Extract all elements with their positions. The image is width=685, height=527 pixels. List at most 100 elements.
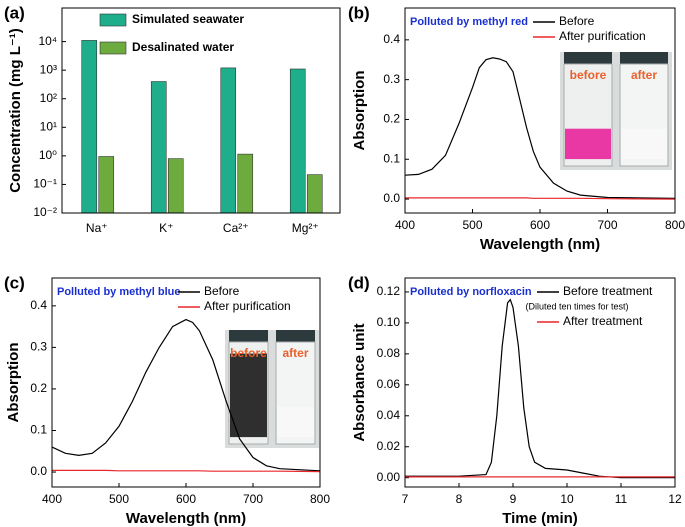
liquid xyxy=(621,128,667,160)
y-tick-label: 0.06 xyxy=(377,377,401,391)
legend-label: Before treatment xyxy=(563,284,653,298)
y-tick-label: 10² xyxy=(40,91,57,105)
y-tick-label: 10³ xyxy=(40,62,57,76)
y-tick-label: 10¹ xyxy=(40,119,57,133)
inset-label: after xyxy=(282,346,308,360)
x-tick-label: 800 xyxy=(665,218,685,232)
legend-swatch xyxy=(99,13,127,27)
x-tick-label: K⁺ xyxy=(159,221,173,235)
y-tick-label: 10⁰ xyxy=(39,148,57,162)
vial-cap xyxy=(229,330,268,342)
bar xyxy=(98,156,115,214)
legend-label: Before xyxy=(559,14,595,28)
panel-label: (b) xyxy=(348,3,370,22)
inset-label: before xyxy=(570,68,607,82)
x-tick-label: 600 xyxy=(176,492,196,506)
plot-frame xyxy=(51,277,321,488)
inset-label: before xyxy=(230,346,267,360)
x-tick-label: 400 xyxy=(42,492,62,506)
y-tick-label: 0.0 xyxy=(383,191,400,205)
x-tick-label: 500 xyxy=(462,218,482,232)
annotation: Polluted by norfloxacin xyxy=(410,286,532,298)
x-tick-label: Ca²⁺ xyxy=(223,221,249,235)
y-tick-label: 0.4 xyxy=(30,298,47,312)
legend-label: After purification xyxy=(559,29,646,43)
y-tick-label: 0.12 xyxy=(377,284,401,298)
x-tick-label: 500 xyxy=(109,492,129,506)
x-tick-label: 700 xyxy=(597,218,617,232)
liquid xyxy=(277,406,314,438)
series-line xyxy=(405,197,676,200)
inset-label: after xyxy=(631,68,657,82)
y-axis-label: Absorbance unit xyxy=(351,323,368,441)
y-axis-label: Concentration (mg L⁻¹) xyxy=(7,28,24,193)
x-tick-label: 600 xyxy=(530,218,550,232)
vial-cap xyxy=(620,52,668,64)
panel-label: (a) xyxy=(4,3,25,22)
bar xyxy=(167,158,184,214)
bar xyxy=(81,40,98,214)
x-tick-label: Mg²⁺ xyxy=(292,221,319,235)
x-tick-label: 9 xyxy=(510,492,517,506)
x-tick-label: Na⁺ xyxy=(86,221,108,235)
x-axis-label: Wavelength (nm) xyxy=(126,510,246,527)
bar xyxy=(150,81,167,214)
y-tick-label: 0.1 xyxy=(30,423,47,437)
legend-label: After purification xyxy=(204,299,291,313)
y-tick-label: 0.2 xyxy=(30,381,47,395)
annotation: Polluted by methyl red xyxy=(410,16,528,28)
legend-label: Before xyxy=(204,284,240,298)
legend-label: After treatment xyxy=(563,314,643,328)
inset-photo: before after xyxy=(225,330,319,448)
plot-frame xyxy=(404,7,676,214)
x-tick-label: 700 xyxy=(243,492,263,506)
y-tick-label: 0.4 xyxy=(383,32,400,46)
bar xyxy=(237,153,254,214)
legend-swatch xyxy=(99,41,127,55)
x-tick-label: 8 xyxy=(456,492,463,506)
x-tick-label: 7 xyxy=(402,492,409,506)
y-tick-label: 10⁴ xyxy=(38,34,57,48)
panel-label: (c) xyxy=(4,273,25,292)
legend-label: Simulated seawater xyxy=(132,12,244,26)
y-tick-label: 0.04 xyxy=(377,408,401,422)
y-axis-label: Absorption xyxy=(5,343,22,423)
plot-frame xyxy=(61,7,341,214)
y-tick-label: 0.10 xyxy=(377,315,401,329)
note: (Diluted ten times for test) xyxy=(525,301,628,311)
plot-frame xyxy=(404,277,676,488)
panel-label: (d) xyxy=(348,273,370,292)
x-tick-label: 12 xyxy=(668,492,682,506)
y-axis-label: Absorption xyxy=(351,71,368,151)
bar xyxy=(306,174,323,214)
series-line xyxy=(404,57,676,199)
y-tick-label: 10⁻¹ xyxy=(33,177,57,191)
liquid xyxy=(230,353,267,438)
y-tick-label: 0.2 xyxy=(383,112,400,126)
series-line xyxy=(52,469,321,473)
x-axis-label: Time (min) xyxy=(502,510,578,527)
y-tick-label: 0.08 xyxy=(377,346,401,360)
series-line xyxy=(51,318,321,472)
liquid xyxy=(565,128,611,160)
bar xyxy=(220,67,237,214)
bar xyxy=(289,68,306,214)
vial-cap xyxy=(564,52,612,64)
x-tick-label: 400 xyxy=(395,218,415,232)
y-tick-label: 0.3 xyxy=(383,72,400,86)
legend-label: Desalinated water xyxy=(132,40,234,54)
x-tick-label: 10 xyxy=(560,492,574,506)
y-tick-label: 0.0 xyxy=(30,464,47,478)
x-tick-label: 800 xyxy=(310,492,330,506)
x-axis-label: Wavelength (nm) xyxy=(480,236,600,253)
y-tick-label: 0.3 xyxy=(30,340,47,354)
vial-cap xyxy=(276,330,315,342)
inset-photo: before after xyxy=(560,52,672,170)
y-tick-label: 10⁻² xyxy=(33,205,57,219)
y-tick-label: 0.02 xyxy=(377,439,401,453)
series-line xyxy=(405,298,675,479)
y-tick-label: 0.00 xyxy=(377,470,401,484)
annotation: Polluted by methyl blue xyxy=(57,286,180,298)
y-tick-label: 0.1 xyxy=(383,151,400,165)
